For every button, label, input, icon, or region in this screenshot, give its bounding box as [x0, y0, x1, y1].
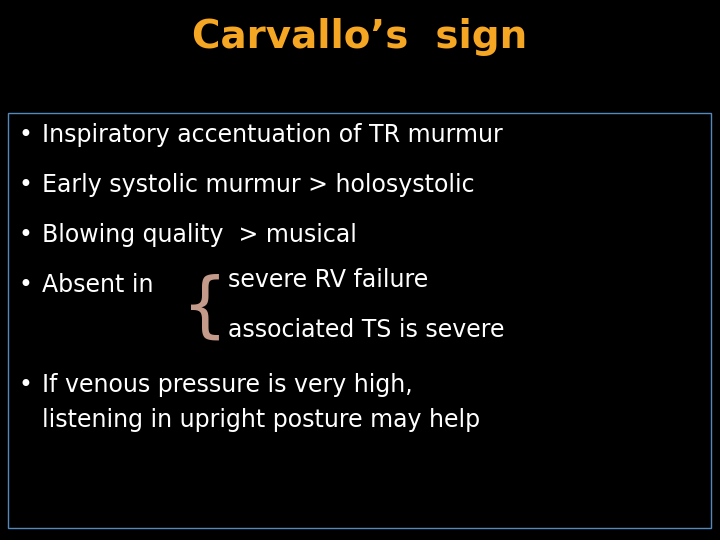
Text: Blowing quality  > musical: Blowing quality > musical	[42, 223, 357, 247]
Text: severe RV failure: severe RV failure	[228, 268, 428, 292]
Text: associated TS is severe: associated TS is severe	[228, 318, 505, 342]
Text: Early systolic murmur > holosystolic: Early systolic murmur > holosystolic	[42, 173, 474, 197]
Text: •: •	[18, 123, 32, 147]
Text: {: {	[182, 273, 228, 342]
Text: Carvallo’s  sign: Carvallo’s sign	[192, 18, 528, 56]
Text: If venous pressure is very high,: If venous pressure is very high,	[42, 373, 413, 397]
Text: Absent in: Absent in	[42, 273, 153, 297]
Text: Inspiratory accentuation of TR murmur: Inspiratory accentuation of TR murmur	[42, 123, 503, 147]
Text: •: •	[18, 273, 32, 297]
Text: •: •	[18, 373, 32, 397]
Text: listening in upright posture may help: listening in upright posture may help	[42, 408, 480, 432]
Text: •: •	[18, 173, 32, 197]
Text: •: •	[18, 223, 32, 247]
